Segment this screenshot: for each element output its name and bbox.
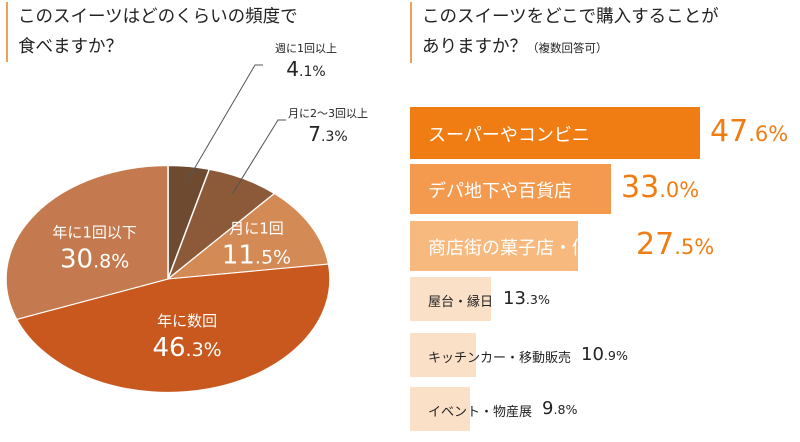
- bar-event-fair: [410, 387, 470, 431]
- bar-supermarket-convenience: [410, 107, 700, 159]
- multiple-answers-note: （複数回答可）: [527, 41, 608, 55]
- bar-label-food-truck: キッチンカー・移動販売: [428, 350, 572, 366]
- leader-line-weekly: [185, 64, 263, 184]
- bar-value-food-truck: 10.9%: [581, 343, 628, 365]
- pie-label-monthly: 月に1回: [229, 220, 284, 238]
- bar-label-street-stall: 屋台・縁日: [428, 294, 494, 310]
- bar-label-supermarket-convenience: スーパーやコンビニ: [428, 125, 590, 147]
- pie-label-several-yearly: 年に数回: [157, 312, 217, 330]
- pie-slice-several-yearly: [15, 263, 331, 393]
- frequency-pie-chart: 週に1回以上 4.1% 月に2〜3回以上 7.3% 月に1回 11.5% 年に数回 46.3%…: [5, 42, 368, 393]
- pie-label-weekly: 週に1回以上: [275, 42, 337, 55]
- pie-value-monthly: 11.5%: [222, 241, 291, 271]
- pie-slice-yearly-or-less: [5, 165, 169, 321]
- bar-value-supermarket-convenience: 47.6%: [710, 114, 789, 150]
- pie-label-yearly-or-less: 年に1回以下: [52, 224, 137, 242]
- bar-value-local-sweet-shop: 27.5%: [636, 227, 715, 263]
- bar-local-sweet-shop: [410, 221, 578, 271]
- frequency-question-title: このスイーツはどのくらいの頻度で 食べますか？: [6, 2, 388, 62]
- bar-value-event-fair: 9.8%: [542, 397, 578, 419]
- pie-label-two-three-monthly: 月に2〜3回以上: [288, 107, 368, 120]
- bar-label-department-store: デパ地下や百貨店: [428, 181, 572, 203]
- frequency-title-line-2: 食べますか？: [18, 37, 123, 57]
- purchase-title-line-2: ありますか？: [422, 37, 527, 57]
- bar-street-stall: [410, 277, 491, 321]
- leader-line-two-three-monthly: [232, 119, 286, 195]
- bar-department-store: [410, 164, 611, 214]
- pie-slice-monthly: [166, 192, 330, 280]
- bar-food-truck: [410, 333, 476, 377]
- pie-value-several-yearly: 46.3%: [152, 333, 221, 363]
- bar-label-event-fair: イベント・物産展: [428, 404, 533, 420]
- pie-value-weekly: 4.1%: [286, 57, 325, 81]
- purchase-title-line-1: このスイーツをどこで購入することが: [422, 7, 719, 27]
- purchase-place-question-title: このスイーツをどこで購入することが ありますか？（複数回答可）: [410, 2, 800, 63]
- pie-value-two-three-monthly: 7.3%: [308, 122, 347, 146]
- bar-label-local-sweet-shop: 商店街の菓子店・個人店: [428, 238, 626, 260]
- bar-value-department-store: 33.0%: [621, 170, 700, 206]
- bar-value-street-stall: 13.3%: [503, 287, 550, 309]
- pie-value-yearly-or-less: 30.8%: [60, 245, 129, 275]
- frequency-title-line-1: このスイーツはどのくらいの頻度で: [18, 7, 298, 27]
